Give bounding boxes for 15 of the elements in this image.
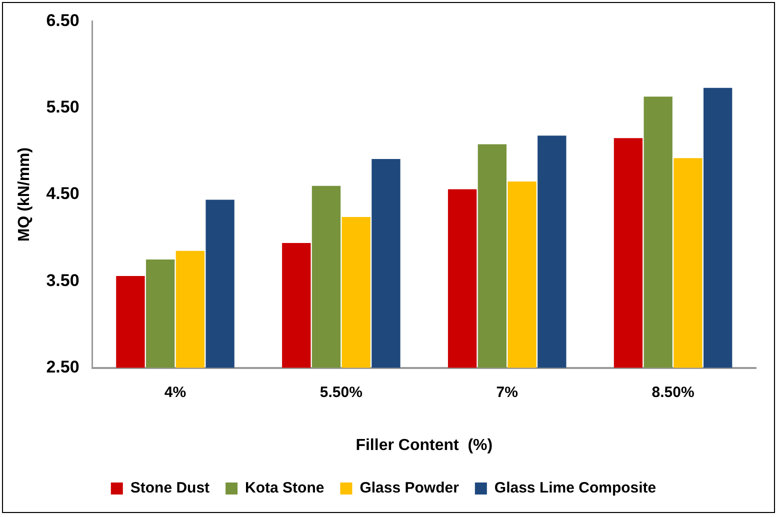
y-tick-label: 4.50 <box>46 184 80 204</box>
legend-label: Glass Powder <box>360 480 460 497</box>
y-tick-label: 3.50 <box>46 270 80 290</box>
x-tick-label: 5.50% <box>320 384 362 401</box>
x-tick-label: 7% <box>496 384 518 401</box>
legend-label: Stone Dust <box>130 480 210 497</box>
x-tick-label: 8.50% <box>652 384 694 401</box>
y-tick-label: 5.50 <box>46 98 80 117</box>
y-axis-title: MQ (kN/mm) <box>16 147 34 242</box>
x-axis-title: Filler Content (%) <box>356 436 493 454</box>
y-tick-label: 6.50 <box>46 10 80 30</box>
y-tick-label: 2.50 <box>46 357 80 376</box>
legend-label: Kota Stone <box>245 480 324 497</box>
x-tick-label: 4% <box>164 384 186 401</box>
legend-label: Glass Lime Composite <box>494 480 656 497</box>
